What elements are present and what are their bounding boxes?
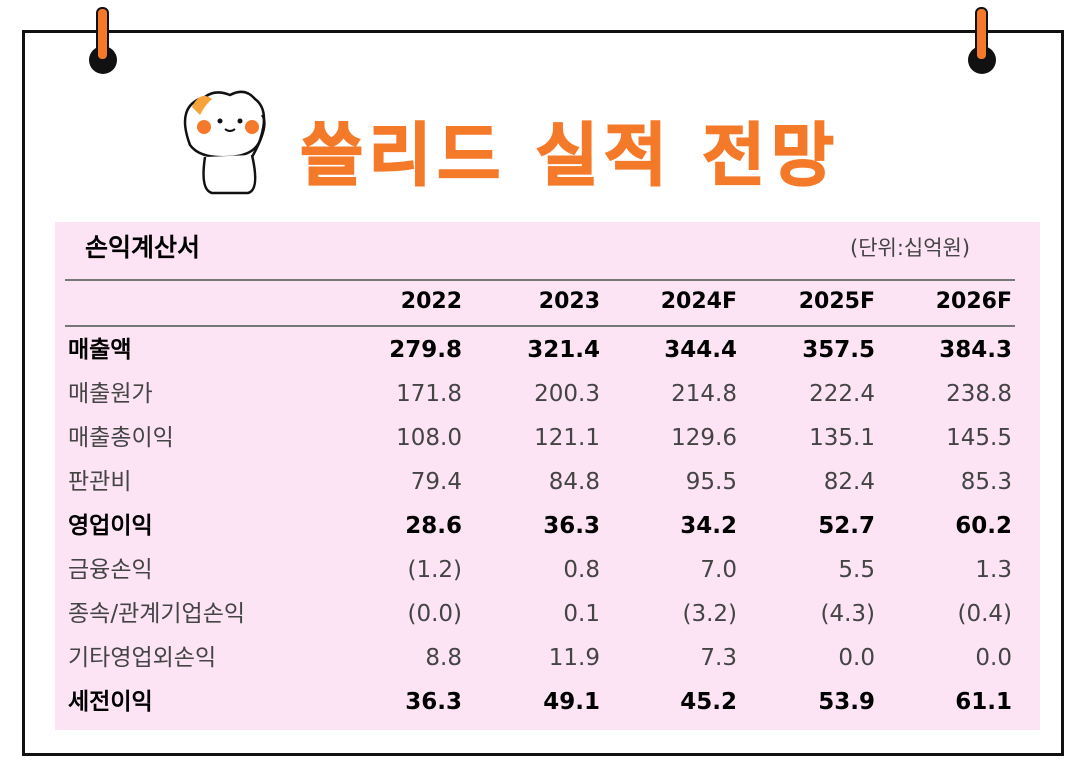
cell: 222.4 bbox=[809, 381, 875, 407]
cell: 238.8 bbox=[946, 381, 1012, 407]
cell: 135.1 bbox=[809, 425, 875, 451]
cell: 108.0 bbox=[396, 425, 462, 451]
row-label: 세전이익 bbox=[68, 689, 153, 715]
row-label: 매출액 bbox=[68, 337, 132, 363]
unit-label: (단위:십억원) bbox=[850, 236, 971, 260]
cell: (3.2) bbox=[682, 601, 737, 627]
table-panel bbox=[55, 222, 1040, 730]
cell: 84.8 bbox=[548, 469, 600, 495]
row-label: 매출총이익 bbox=[68, 425, 174, 451]
rings bbox=[89, 7, 996, 74]
cell: 95.5 bbox=[685, 469, 737, 495]
cell: 11.9 bbox=[548, 645, 600, 671]
cell: 5.5 bbox=[838, 557, 875, 583]
cell: 0.1 bbox=[563, 601, 600, 627]
cell: 200.3 bbox=[534, 381, 600, 407]
cell: 49.1 bbox=[543, 689, 600, 715]
cell: 60.2 bbox=[955, 513, 1012, 539]
cell: 1.3 bbox=[975, 557, 1012, 583]
cell: 171.8 bbox=[396, 381, 462, 407]
column-header: 2025F bbox=[798, 289, 875, 314]
row-label: 금융손익 bbox=[68, 557, 153, 583]
cell: 121.1 bbox=[534, 425, 600, 451]
cell: 0.0 bbox=[975, 645, 1012, 671]
cell: 82.4 bbox=[823, 469, 875, 495]
cell: 53.9 bbox=[818, 689, 875, 715]
cell: 384.3 bbox=[939, 337, 1012, 363]
cell: 0.8 bbox=[563, 557, 600, 583]
page-title: 쓸리드 실적 전망 bbox=[299, 116, 840, 197]
cell: 79.4 bbox=[410, 469, 462, 495]
cell: 52.7 bbox=[818, 513, 875, 539]
column-header: 2022 bbox=[400, 289, 462, 314]
cell: 7.0 bbox=[700, 557, 737, 583]
cell: 321.4 bbox=[527, 337, 600, 363]
column-header: 2023 bbox=[538, 289, 600, 314]
cell: 279.8 bbox=[389, 337, 462, 363]
column-header: 2024F bbox=[660, 289, 737, 314]
table-title: 손익계산서 bbox=[85, 233, 201, 262]
cell: 8.8 bbox=[425, 645, 462, 671]
cell: (1.2) bbox=[407, 557, 462, 583]
cell: 344.4 bbox=[664, 337, 737, 363]
cell: 61.1 bbox=[955, 689, 1012, 715]
cell: 45.2 bbox=[680, 689, 737, 715]
row-label: 기타영업외손익 bbox=[68, 645, 217, 671]
rule bbox=[65, 325, 1015, 327]
cell: 36.3 bbox=[405, 689, 462, 715]
cell: 145.5 bbox=[946, 425, 1012, 451]
cell: (4.3) bbox=[820, 601, 875, 627]
cell: 7.3 bbox=[700, 645, 737, 671]
cell: 85.3 bbox=[960, 469, 1012, 495]
cell: 214.8 bbox=[671, 381, 737, 407]
rule bbox=[65, 279, 1015, 281]
frame bbox=[22, 30, 1064, 756]
row-label: 판관비 bbox=[68, 469, 132, 495]
row-label: 매출원가 bbox=[68, 381, 153, 407]
cell: 0.0 bbox=[838, 645, 875, 671]
cell: 357.5 bbox=[802, 337, 875, 363]
cell: (0.4) bbox=[957, 601, 1012, 627]
row-label: 종속/관계기업손익 bbox=[68, 601, 246, 627]
row-label: 영업이익 bbox=[68, 513, 153, 539]
cell: 34.2 bbox=[680, 513, 737, 539]
cell: (0.0) bbox=[407, 601, 462, 627]
column-header: 2026F bbox=[935, 289, 1012, 314]
cell: 28.6 bbox=[405, 513, 462, 539]
cell: 129.6 bbox=[671, 425, 737, 451]
mascot bbox=[183, 90, 266, 195]
cell: 36.3 bbox=[543, 513, 600, 539]
